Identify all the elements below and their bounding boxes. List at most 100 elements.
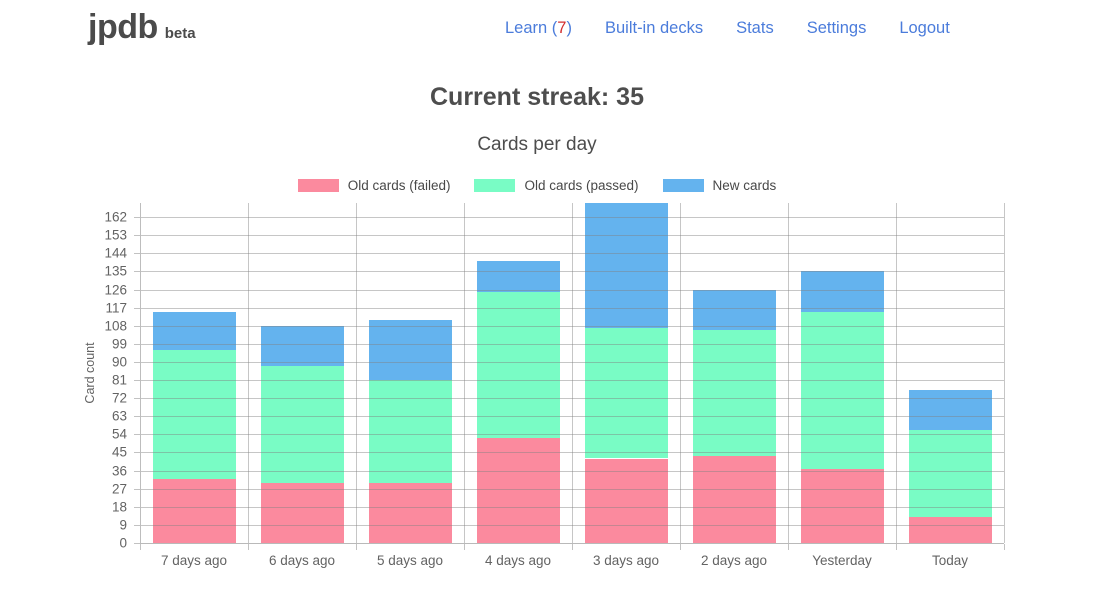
gridline-y <box>140 524 1004 526</box>
legend-item-old-cards-failed[interactable]: Old cards (failed) <box>297 178 450 193</box>
y-tick-mark <box>134 416 140 418</box>
bar-yesterday-old-cards-failed[interactable] <box>800 468 884 543</box>
y-tick-mark <box>134 470 140 472</box>
y-tick-label: 90 <box>111 354 127 370</box>
bar-2-days-ago-old-cards-passed[interactable] <box>692 329 776 457</box>
bar-6-days-ago-old-cards-failed[interactable] <box>260 482 344 543</box>
x-tick-label-7-days-ago: 7 days ago <box>160 553 228 568</box>
y-tick-mark <box>134 217 140 219</box>
y-tick-label: 99 <box>111 336 127 352</box>
legend-item-new-cards[interactable]: New cards <box>662 178 777 193</box>
gridline-y <box>140 506 1004 508</box>
y-tick-mark <box>134 380 140 382</box>
bar-3-days-ago-old-cards-failed[interactable] <box>584 458 668 543</box>
bar-today-new-cards[interactable] <box>908 390 992 431</box>
x-tick-mark <box>248 544 249 550</box>
y-tick-label: 36 <box>111 463 127 479</box>
gridline-y <box>140 488 1004 490</box>
gridline-y <box>140 307 1004 309</box>
bar-7-days-ago-old-cards-passed[interactable] <box>152 349 236 479</box>
bar-4-days-ago-old-cards-passed[interactable] <box>476 291 560 439</box>
x-tick-label-yesterday: Yesterday <box>812 553 872 568</box>
x-tick-mark <box>356 544 357 550</box>
y-tick-mark <box>134 543 140 544</box>
y-tick-mark <box>134 343 140 345</box>
y-tick-mark <box>134 289 140 291</box>
y-axis-title: Card count <box>83 342 97 404</box>
x-tick-label-2-days-ago: 2 days ago <box>700 553 768 568</box>
gridline-x <box>896 203 897 543</box>
legend-item-old-cards-passed[interactable]: Old cards (passed) <box>474 178 639 193</box>
logo-text: jpdb <box>88 8 158 46</box>
y-tick-label: 0 <box>119 535 127 551</box>
y-tick-mark <box>134 398 140 400</box>
nav-learn-count: 7 <box>557 19 567 37</box>
bar-today-old-cards-passed[interactable] <box>908 430 992 517</box>
y-tick-mark <box>134 452 140 454</box>
legend-swatch-old-cards-failed <box>297 179 339 192</box>
gridline-y <box>140 452 1004 454</box>
gridline-x <box>680 203 681 543</box>
bar-3-days-ago-new-cards[interactable] <box>584 203 668 328</box>
bar-2-days-ago-new-cards[interactable] <box>692 289 776 330</box>
legend-label: Old cards (passed) <box>524 178 639 193</box>
nav-stats[interactable]: Stats <box>736 19 774 37</box>
x-tick-mark <box>464 544 465 550</box>
x-tick-label-3-days-ago: 3 days ago <box>592 553 660 568</box>
gridline-y <box>140 416 1004 418</box>
bar-5-days-ago-old-cards-failed[interactable] <box>368 482 452 543</box>
x-axis-line <box>140 543 1004 544</box>
nav-settings[interactable]: Settings <box>806 19 867 37</box>
bar-yesterday-new-cards[interactable] <box>800 271 884 312</box>
top-navigation: Learn (7) Built-in decks Stats Settings … <box>505 19 950 38</box>
current-streak-title: Current streak: 35 <box>430 83 644 111</box>
x-tick-mark <box>788 544 789 550</box>
nav-logout[interactable]: Logout <box>899 19 950 37</box>
gridline-y <box>140 289 1004 291</box>
y-tick-label: 117 <box>105 300 127 316</box>
y-tick-label: 126 <box>104 282 127 297</box>
x-tick-label-6-days-ago: 6 days ago <box>268 553 336 568</box>
y-tick-label: 108 <box>104 318 127 334</box>
bar-7-days-ago-new-cards[interactable] <box>152 311 236 350</box>
y-tick-mark <box>134 488 140 490</box>
gridline-y <box>140 470 1004 472</box>
nav-learn-suffix: ) <box>566 19 572 37</box>
bar-5-days-ago-old-cards-passed[interactable] <box>368 380 452 483</box>
gridline-y <box>140 235 1004 237</box>
bar-yesterday-old-cards-passed[interactable] <box>800 311 884 469</box>
gridline-y <box>140 217 1004 219</box>
y-tick-label: 72 <box>111 390 127 406</box>
gridline-y <box>140 434 1004 436</box>
bar-4-days-ago-old-cards-failed[interactable] <box>476 438 560 543</box>
gridline-x <box>248 203 249 543</box>
gridline-y <box>140 325 1004 327</box>
bar-6-days-ago-old-cards-passed[interactable] <box>260 365 344 483</box>
bar-5-days-ago-new-cards[interactable] <box>368 319 452 381</box>
jpdb-logo[interactable]: jpdb beta <box>88 8 196 47</box>
gridline-x <box>572 203 573 543</box>
beta-badge: beta <box>164 25 196 42</box>
bar-today-old-cards-failed[interactable] <box>908 516 992 543</box>
legend-label: New cards <box>712 178 777 193</box>
y-tick-mark <box>134 434 140 436</box>
gridline-x <box>1004 203 1005 543</box>
bar-2-days-ago-old-cards-failed[interactable] <box>692 456 776 543</box>
gridline-x <box>788 203 789 543</box>
gridline-y <box>140 253 1004 255</box>
y-tick-mark <box>134 325 140 327</box>
legend-swatch-old-cards-passed <box>474 179 516 192</box>
nav-learn-label: Learn ( <box>505 19 558 37</box>
y-tick-mark <box>134 361 140 363</box>
chart-legend: Old cards (failed) Old cards (passed) New … <box>0 178 1074 193</box>
bar-6-days-ago-new-cards[interactable] <box>260 325 344 366</box>
bar-3-days-ago-old-cards-passed[interactable] <box>584 327 668 459</box>
y-axis-line <box>140 203 141 543</box>
bar-4-days-ago-new-cards[interactable] <box>476 261 560 292</box>
gridline-y <box>140 343 1004 345</box>
gridline-x <box>356 203 357 543</box>
nav-learn[interactable]: Learn (7) <box>505 19 572 38</box>
bar-7-days-ago-old-cards-failed[interactable] <box>152 478 236 543</box>
nav-builtin-decks[interactable]: Built-in decks <box>604 19 704 37</box>
